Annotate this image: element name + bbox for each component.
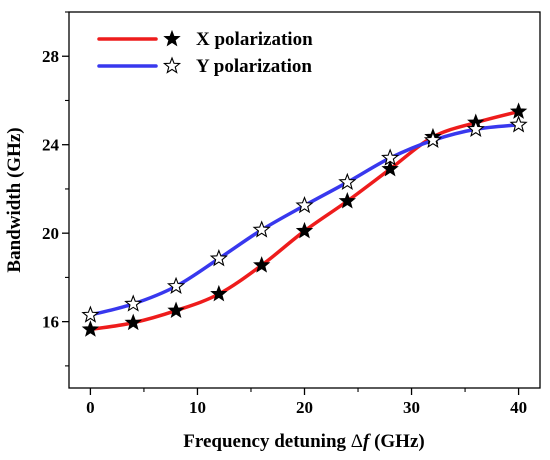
legend-label-y-polarization: Y polarization xyxy=(196,56,312,77)
x-polarization-star-marker xyxy=(509,102,528,119)
y-polarization-star-marker xyxy=(295,195,314,214)
x-polarization-star-marker xyxy=(167,301,185,318)
x-tick-label: 20 xyxy=(296,398,313,417)
legend: X polarization Y polarization xyxy=(97,29,313,77)
y-tick-label: 24 xyxy=(42,136,60,155)
x-tick-label: 40 xyxy=(510,398,527,417)
plot-area xyxy=(81,102,528,337)
y-polarization-star-marker xyxy=(124,294,143,312)
x-tick-label: 30 xyxy=(403,398,420,417)
y-polarization-star-marker xyxy=(209,249,228,267)
y-polarization-star-marker xyxy=(81,305,100,323)
y-polarization-star-marker xyxy=(466,119,485,137)
x-polarization-star-marker xyxy=(381,159,399,177)
x-tick-label: 0 xyxy=(86,398,95,417)
x-axis-title: Frequency detuning Δf (GHz) xyxy=(183,431,424,452)
series-line-y-polarization xyxy=(88,123,521,317)
axes: 0 10 20 30 40 16 20 24 28 xyxy=(42,11,541,417)
y-polarization-star-marker xyxy=(338,172,357,191)
y-tick-label: 16 xyxy=(42,313,59,332)
legend-star-x-polarization xyxy=(163,29,181,47)
x-polarization-star-marker xyxy=(338,191,357,209)
x-polarization-star-marker xyxy=(124,313,142,331)
x-polarization-star-marker xyxy=(210,284,228,302)
x-polarization-star-marker xyxy=(295,221,314,239)
y-tick-label: 28 xyxy=(42,47,59,66)
y-polarization-star-marker xyxy=(381,148,400,166)
x-polarization-star-marker xyxy=(252,256,271,273)
y-polarization-star-marker xyxy=(166,276,186,294)
legend-label-x-polarization: X polarization xyxy=(196,29,313,50)
x-polarization-star-marker xyxy=(81,320,100,337)
y-axis-title: Bandwidth (GHz) xyxy=(4,127,25,272)
y-tick-label: 20 xyxy=(42,224,59,243)
y-polarization-star-marker xyxy=(252,220,271,238)
y-polarization-star-marker xyxy=(423,130,443,149)
legend-star-y-polarization xyxy=(162,56,182,74)
y-polarization-star-marker xyxy=(509,115,528,133)
x-tick-label: 10 xyxy=(189,398,206,417)
